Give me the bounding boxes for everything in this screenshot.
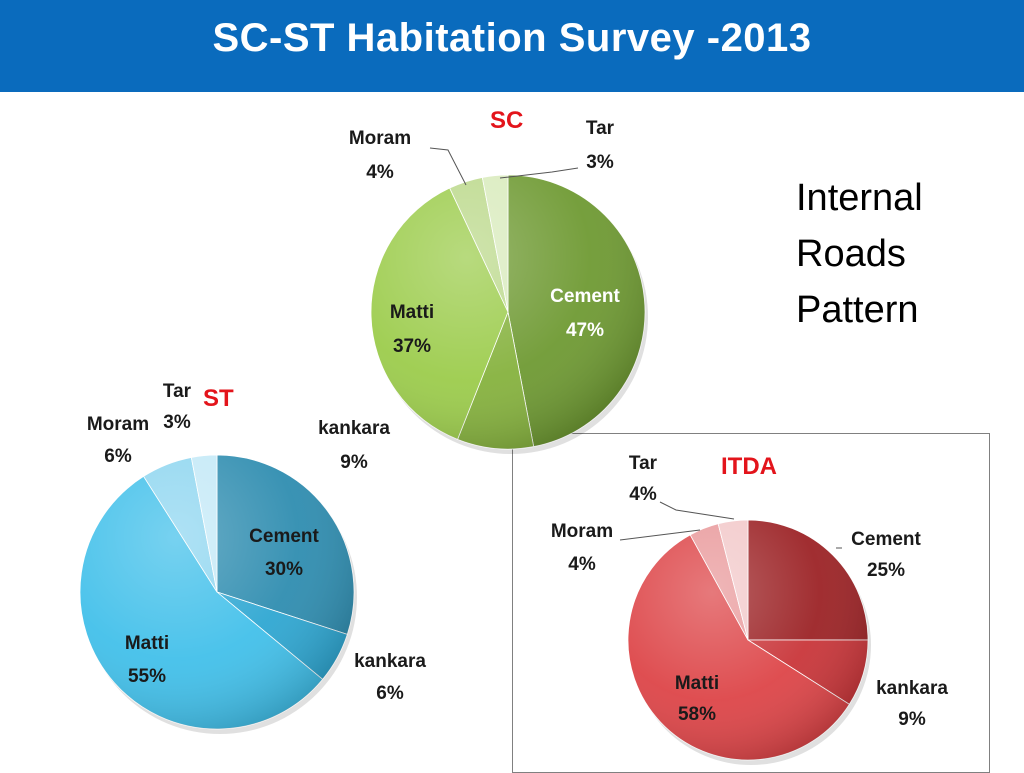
slice-value: 3%	[163, 412, 191, 433]
side-note: Internal Roads Pattern	[796, 170, 923, 338]
leader-line	[499, 167, 579, 179]
slide-title: SC-ST Habitation Survey -2013	[212, 16, 812, 60]
side-note-line: Internal	[796, 177, 923, 219]
pie-gloss	[371, 175, 645, 449]
slice-value: 55%	[128, 666, 166, 687]
slice-value: 9%	[340, 452, 368, 473]
slice-value: 47%	[566, 320, 604, 341]
slice-label: Moram	[349, 128, 411, 149]
slice-label: Tar	[586, 118, 615, 139]
slice-value: 3%	[586, 152, 614, 173]
slice-value: 6%	[376, 683, 404, 704]
pie-title: ITDA	[721, 453, 777, 480]
slice-label: kankara	[318, 418, 390, 439]
side-note-line: Pattern	[796, 289, 919, 331]
pie-sc: SC Cement 47% kankara 9% Matti 37% Moram 4% Tar 3%	[318, 107, 648, 473]
pie-gloss	[80, 455, 354, 729]
pie-st: ST Cement 30% kankara 6% Matti 55% Moram 6% Tar 3%	[79, 381, 426, 734]
slice-value: 4%	[366, 162, 394, 183]
pie-gloss	[628, 520, 868, 760]
slice-value: 37%	[393, 336, 431, 357]
slice-label: Cement	[249, 526, 319, 547]
slice-value: 25%	[867, 560, 905, 581]
title-bar: SC-ST Habitation Survey -2013	[0, 0, 1024, 92]
slice-value: 30%	[265, 559, 303, 580]
leader-line	[659, 501, 735, 520]
slice-label: Moram	[551, 521, 613, 542]
slice-label: kankara	[354, 651, 426, 672]
slice-label: Tar	[629, 453, 658, 474]
slice-label: Tar	[163, 381, 192, 402]
slice-label: Cement	[550, 286, 620, 307]
slice-label: kankara	[876, 678, 948, 699]
leader-line	[619, 529, 701, 541]
slice-label: Matti	[390, 302, 434, 323]
slice-value: 9%	[898, 709, 926, 730]
pie-title: ST	[203, 385, 234, 412]
slice-value: 4%	[629, 484, 657, 505]
slice-label: Matti	[125, 633, 169, 654]
pie-title: SC	[490, 107, 523, 134]
slice-label: Matti	[675, 673, 719, 694]
slice-value: 58%	[678, 704, 716, 725]
slice-value: 4%	[568, 554, 596, 575]
slice-label: Cement	[851, 529, 921, 550]
leader-line	[429, 147, 467, 186]
pie-itda: ITDA Cement 25% kankara 9% Matti 58% Moram 4% Tar…	[551, 453, 948, 765]
slice-value: 6%	[104, 446, 132, 467]
slice-label: Moram	[87, 414, 149, 435]
side-note-line: Roads	[796, 233, 906, 275]
